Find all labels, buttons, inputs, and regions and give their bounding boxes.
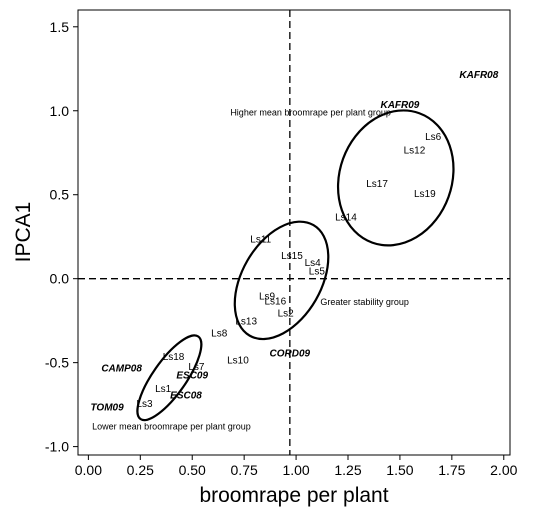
x-tick-label: 0.75 bbox=[231, 462, 258, 478]
x-axis-ticks: 0.00 0.25 0.50 0.75 1.00 1.25 1.50 1.75 2.00 bbox=[75, 455, 518, 478]
x-tick-label: 2.00 bbox=[490, 462, 517, 478]
genotype-point-label: Ls6 bbox=[425, 132, 442, 143]
x-tick-label: 1.50 bbox=[386, 462, 413, 478]
y-tick-label: 1.0 bbox=[50, 103, 70, 119]
x-tick-label: 0.25 bbox=[127, 462, 154, 478]
environment-point-label: ESC08 bbox=[170, 391, 202, 402]
genotype-point-label: Ls16 bbox=[264, 297, 286, 308]
y-tick-label: 0.5 bbox=[50, 187, 70, 203]
genotype-point-label: Ls9 bbox=[259, 291, 276, 302]
genotype-point-label: Ls5 bbox=[309, 266, 326, 277]
y-tick-label: 0.0 bbox=[50, 271, 70, 287]
genotype-point-label: Ls15 bbox=[281, 251, 303, 262]
y-axis-title: IPCA1 bbox=[12, 202, 35, 263]
genotype-point-label: Ls2 bbox=[278, 308, 295, 319]
group-annotation-label: Greater stability group bbox=[320, 297, 409, 307]
x-tick-label: 0.00 bbox=[75, 462, 102, 478]
environment-point-label: KAFR08 bbox=[459, 70, 498, 81]
genotype-point-label: Ls3 bbox=[136, 399, 153, 410]
group-ellipse bbox=[336, 109, 455, 247]
genotype-point-label: Ls18 bbox=[163, 352, 185, 363]
genotype-point-label: Ls13 bbox=[235, 317, 257, 328]
genotype-point-label: Ls17 bbox=[366, 179, 388, 190]
genotype-point-label: Ls12 bbox=[404, 145, 426, 156]
environment-point-label: KAFR09 bbox=[380, 100, 419, 111]
genotype-point-label: Ls4 bbox=[305, 258, 322, 269]
environment-point-label: TOM09 bbox=[90, 402, 124, 413]
x-axis-title: broomrape per plant bbox=[199, 484, 388, 507]
genotype-point-label: Ls10 bbox=[227, 355, 249, 366]
y-tick-label: 1.5 bbox=[50, 19, 70, 35]
environment-point-label: CORD09 bbox=[270, 349, 311, 360]
environment-labels: KAFR08 KAFR09 CORD09 CAMP08 ESC09 ESC08 TOM09 bbox=[90, 70, 498, 413]
x-tick-label: 0.50 bbox=[179, 462, 206, 478]
group-ellipse bbox=[136, 334, 203, 422]
genotype-point-label: Ls7 bbox=[188, 362, 205, 373]
genotype-point-label: Ls8 bbox=[211, 328, 228, 339]
group-annotation-label: Lower mean broomrape per plant group bbox=[92, 421, 251, 431]
y-tick-label: -0.5 bbox=[45, 355, 69, 371]
y-axis-ticks: -1.0 -0.5 0.0 0.5 1.0 1.5 bbox=[45, 19, 78, 455]
genotype-point-label: Ls1 bbox=[155, 384, 172, 395]
environment-point-label: ESC09 bbox=[176, 370, 208, 381]
group-annotation-label: Higher mean broomrape per plant group bbox=[230, 107, 391, 117]
environment-point-label: CAMP08 bbox=[101, 364, 142, 375]
reference-lines bbox=[78, 10, 510, 455]
y-tick-label: -1.0 bbox=[45, 439, 69, 455]
genotype-point-label: Ls11 bbox=[250, 234, 271, 245]
plot-frame bbox=[77, 9, 511, 456]
genotype-point-label: Ls14 bbox=[335, 213, 357, 224]
x-tick-label: 1.75 bbox=[438, 462, 465, 478]
genotype-point-label: Ls19 bbox=[414, 189, 436, 200]
x-tick-label: 1.25 bbox=[334, 462, 361, 478]
group-labels: Higher mean broomrape per plant group Gre… bbox=[92, 107, 409, 431]
group-ellipses bbox=[136, 109, 455, 422]
x-tick-label: 1.00 bbox=[282, 462, 309, 478]
group-ellipse bbox=[233, 220, 330, 341]
